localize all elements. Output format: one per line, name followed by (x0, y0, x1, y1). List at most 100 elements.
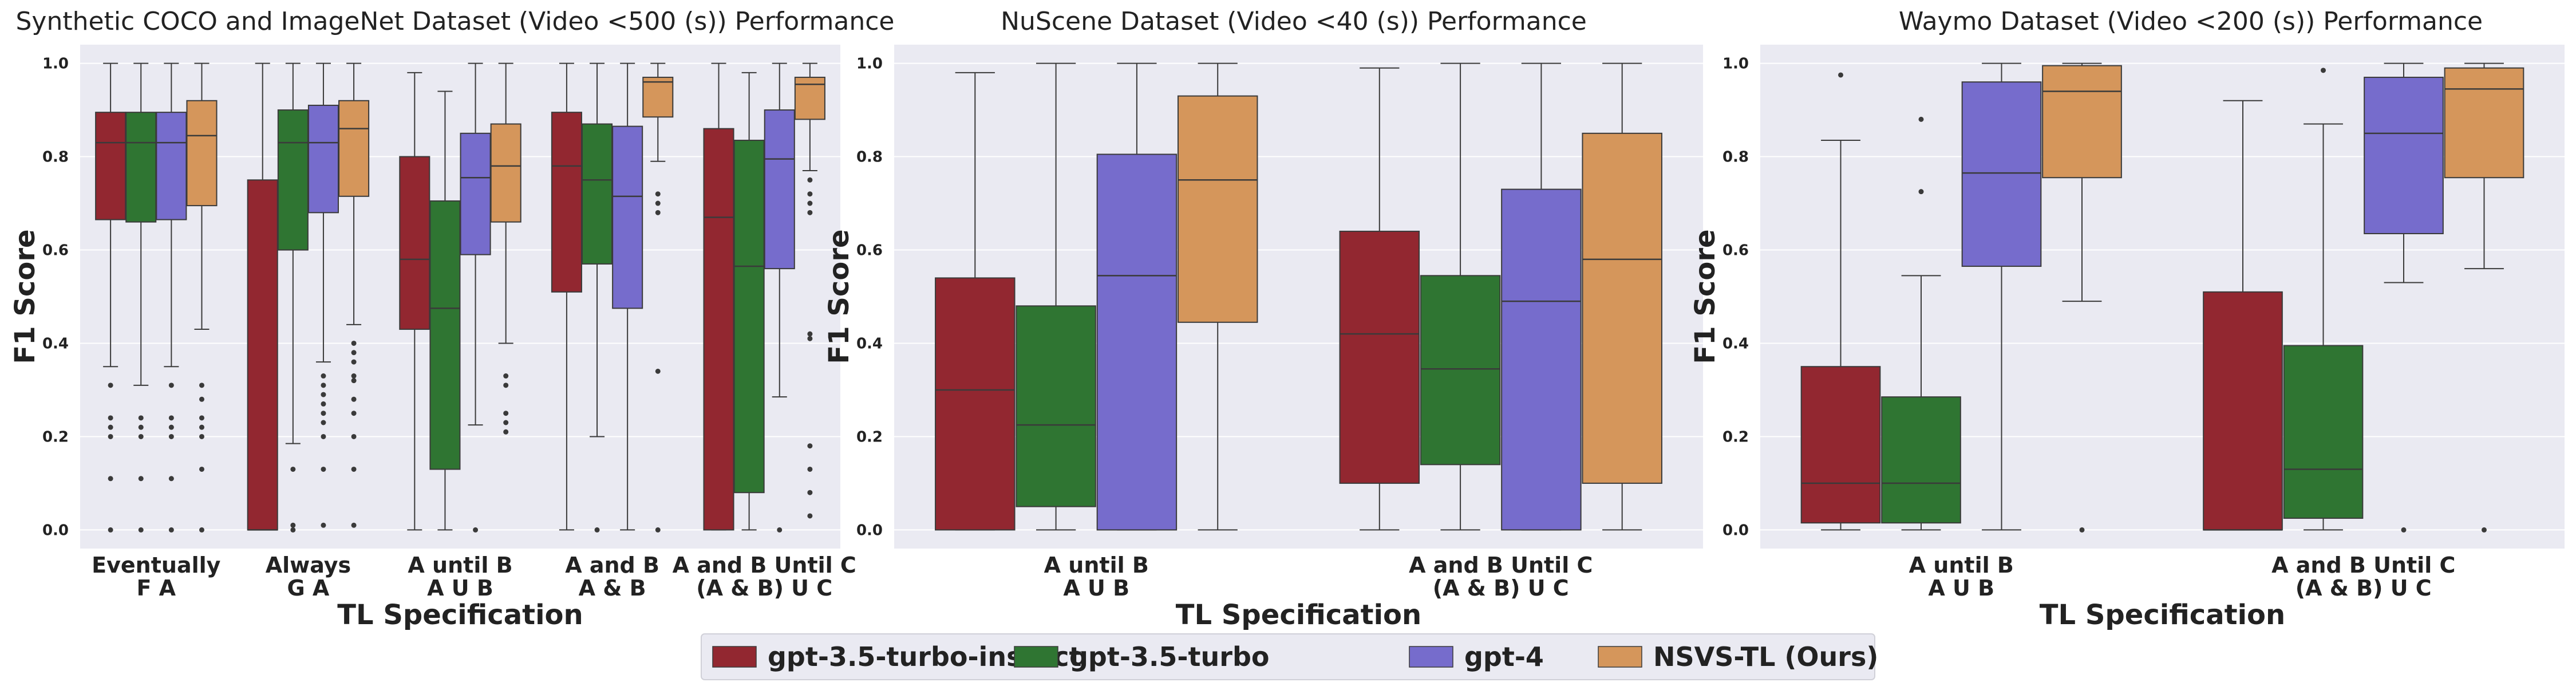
outlier-point (2482, 527, 2487, 533)
box-gpt-4 (1501, 62, 1582, 531)
iqr-box (125, 112, 157, 223)
box-gpt-3-5-turbo-instuct (247, 62, 278, 531)
y-tick-label: 1.0 (1722, 56, 1749, 73)
iqr-box (338, 100, 370, 197)
box-gpt-3-5-turbo (1420, 62, 1501, 531)
outlier-point (168, 476, 174, 482)
outlier-point (168, 433, 174, 439)
outlier-point (168, 415, 174, 421)
outlier-point (351, 466, 357, 472)
box-gpt-3-5-turbo-instuct (703, 62, 734, 531)
x-tick-label: A and B (565, 553, 659, 578)
x-axis-label: TL Specification (1176, 599, 1421, 631)
outlier-point (807, 336, 813, 341)
iqr-box (460, 132, 491, 255)
x-tick-label: (A & B) U C (1433, 575, 1569, 601)
outlier-point (351, 378, 357, 384)
outlier-point (108, 383, 113, 388)
x-tick-label: (A & B) U C (2296, 575, 2432, 601)
legend-label: gpt-3.5-turbo (1069, 641, 1269, 672)
iqr-box (1177, 95, 1258, 323)
outlier-point (290, 466, 296, 472)
iqr-box (733, 140, 765, 494)
box-gpt-3-5-turbo (733, 72, 765, 531)
outlier-point (199, 424, 204, 430)
box-nsvs-tl-ours- (2444, 62, 2524, 533)
y-tick-label: 0.6 (42, 242, 69, 259)
panel-title: Synthetic COCO and ImageNet Dataset (Vid… (16, 7, 895, 36)
outlier-point (138, 415, 144, 421)
outlier-point (1918, 189, 1924, 195)
iqr-box (2364, 77, 2444, 234)
box-gpt-3-5-turbo (277, 62, 309, 533)
outlier-point (807, 490, 813, 495)
box-nsvs-tl-ours- (1582, 62, 1662, 531)
plot-area (1760, 45, 2565, 549)
outlier-point (1918, 116, 1924, 122)
iqr-box (1961, 81, 2042, 267)
iqr-box (307, 104, 339, 214)
x-tick-label: A until B (1909, 553, 2014, 578)
x-tick-label: A U B (1063, 575, 1129, 601)
box-gpt-4 (307, 62, 339, 528)
y-tick-label: 0.0 (42, 522, 69, 539)
x-tick-label: A & B (579, 575, 646, 601)
iqr-box (551, 112, 582, 293)
outlier-point (168, 383, 174, 388)
box-gpt-3-5-turbo (1881, 116, 1961, 531)
y-tick-label: 0.2 (1722, 428, 1749, 445)
box-gpt-3-5-turbo-instuct (399, 72, 430, 531)
y-tick-label: 0.2 (856, 428, 883, 445)
iqr-box (582, 123, 613, 265)
x-tick-label: A U B (1928, 575, 1994, 601)
outlier-point (777, 527, 783, 533)
iqr-box (1339, 230, 1420, 484)
outlier-point (138, 433, 144, 439)
outlier-point (2401, 527, 2407, 533)
panel-title: Waymo Dataset (Video <200 (s)) Performan… (1899, 7, 2483, 36)
box-gpt-4 (156, 62, 187, 533)
outlier-point (351, 359, 357, 365)
outlier-point (503, 373, 509, 379)
outlier-point (807, 443, 813, 449)
y-tick-label: 0.8 (856, 149, 883, 166)
box-gpt-3-5-turbo (2283, 68, 2364, 531)
legend-box (701, 633, 1875, 680)
outlier-point (807, 177, 813, 183)
outlier-point (199, 415, 204, 421)
x-tick-label: Always (266, 553, 351, 578)
outlier-point (108, 476, 113, 482)
box-gpt-3-5-turbo-instuct (1800, 72, 1881, 531)
y-axis-label: F1 Score (1689, 229, 1721, 364)
outlier-point (503, 429, 509, 435)
panel-title: NuScene Dataset (Video <40 (s)) Performa… (1001, 7, 1587, 36)
box-gpt-3-5-turbo-instuct (551, 62, 582, 531)
iqr-box (429, 200, 461, 470)
panel-1: 0.0 0.2 0.4 0.6 0.8 1.0 Synthetic COCO and Ima… (9, 7, 895, 631)
box-nsvs-tl-ours- (338, 62, 370, 528)
outlier-point (199, 396, 204, 402)
outlier-point (168, 424, 174, 430)
outlier-point (807, 200, 813, 206)
legend-swatch (1598, 646, 1642, 668)
legend-swatch (1409, 646, 1453, 668)
box-gpt-3-5-turbo (1016, 62, 1096, 531)
outlier-point (290, 522, 296, 528)
outlier-point (321, 420, 326, 425)
outlier-point (108, 527, 113, 533)
legend-swatch (1014, 646, 1058, 668)
outlier-point (351, 350, 357, 356)
x-axis-label: TL Specification (2040, 599, 2285, 631)
outlier-point (807, 210, 813, 215)
outlier-point (2079, 527, 2085, 533)
outlier-point (503, 411, 509, 416)
iqr-box (612, 125, 643, 309)
y-tick-label: 0.8 (42, 149, 69, 166)
outlier-point (351, 411, 357, 416)
outlier-point (321, 411, 326, 416)
outlier-point (321, 522, 326, 528)
outlier-point (138, 527, 144, 533)
outlier-point (351, 522, 357, 528)
